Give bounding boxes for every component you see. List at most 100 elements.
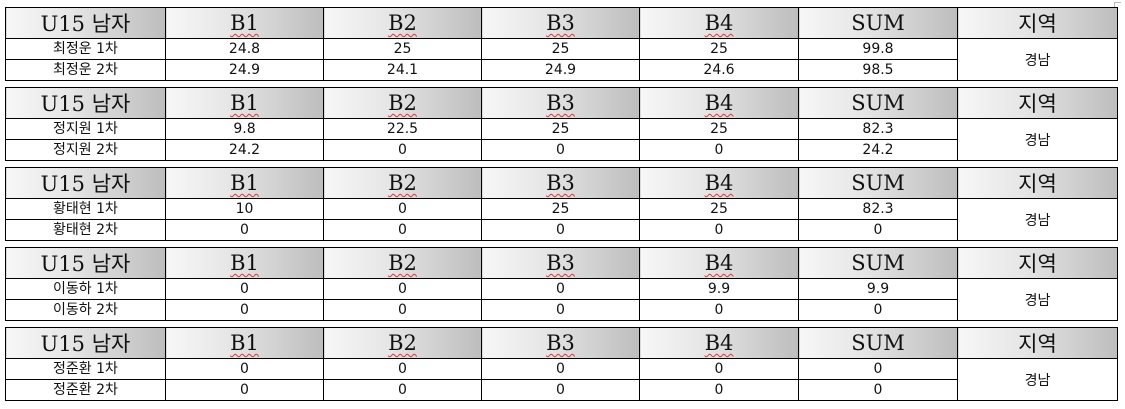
header-region-label: 지역	[1018, 92, 1057, 116]
header-b1: B1	[165, 247, 324, 279]
cell-b4: 0	[639, 139, 799, 161]
header-b2: B2	[323, 327, 482, 359]
score-table: U15 남자 B1 B2 B3 B4 SUM 지역 정지원 1차 9.8 22.5 25 25 82.3…	[5, 87, 1118, 161]
cell-b4: 25	[639, 198, 799, 220]
header-region-label: 지역	[1018, 172, 1057, 196]
header-row: U15 남자 B1 B2 B3 B4 SUM 지역	[5, 327, 1118, 359]
cell-region: 경남	[957, 38, 1118, 81]
cell-b2: 0	[323, 219, 482, 241]
header-region: 지역	[957, 7, 1118, 39]
cell-name: 이동하 2차	[5, 299, 166, 321]
cell-sum: 0	[798, 379, 958, 401]
cell-b3: 0	[481, 139, 640, 161]
cell-region: 경남	[957, 278, 1118, 321]
header-b4: B4	[639, 167, 799, 199]
cell-name: 이동하 1차	[5, 278, 166, 300]
cell-b2: 0	[323, 198, 482, 220]
header-b1: B1	[165, 327, 324, 359]
header-b3: B3	[481, 327, 640, 359]
cell-b1: 10	[165, 198, 324, 220]
cell-name: 황태현 1차	[5, 198, 166, 220]
header-sum: SUM	[798, 247, 958, 279]
cell-name: 정준환 1차	[5, 358, 166, 380]
header-b4-label: B4	[704, 91, 734, 115]
header-b3: B3	[481, 247, 640, 279]
page-corner-mark	[1114, 2, 1121, 9]
cell-name: 정준환 2차	[5, 379, 166, 401]
cell-b2: 0	[323, 358, 482, 380]
header-b4-label: B4	[704, 171, 734, 195]
header-b4-label: B4	[704, 331, 734, 355]
table-row: 정지원 2차 24.2 0 0 0 24.2	[5, 139, 1118, 161]
cell-b2: 22.5	[323, 118, 482, 140]
cell-sum: 24.2	[798, 139, 958, 161]
header-b1: B1	[165, 7, 324, 39]
header-sum: SUM	[798, 327, 958, 359]
header-sum: SUM	[798, 7, 958, 39]
cell-b3: 0	[481, 358, 640, 380]
header-row: U15 남자 B1 B2 B3 B4 SUM 지역	[5, 7, 1118, 39]
cell-sum: 0	[798, 219, 958, 241]
header-b2: B2	[323, 87, 482, 119]
cell-b1: 0	[165, 278, 324, 300]
table-row: 이동하 1차 0 0 0 9.9 9.9 경남	[5, 278, 1118, 321]
cell-b3: 0	[481, 379, 640, 401]
cell-b3: 24.9	[481, 59, 640, 81]
cell-region: 경남	[957, 358, 1118, 401]
header-b2: B2	[323, 167, 482, 199]
cell-sum: 82.3	[798, 118, 958, 140]
cell-b2: 24.1	[323, 59, 482, 81]
cell-b4: 25	[639, 38, 799, 60]
header-sum-label: SUM	[851, 11, 905, 35]
header-category: U15 남자	[5, 87, 166, 119]
header-category: U15 남자	[5, 7, 166, 39]
header-region: 지역	[957, 87, 1118, 119]
header-b1: B1	[165, 87, 324, 119]
cell-b2: 25	[323, 38, 482, 60]
cell-sum: 98.5	[798, 59, 958, 81]
cell-b3: 0	[481, 299, 640, 321]
cell-sum: 99.8	[798, 38, 958, 60]
cell-sum: 82.3	[798, 198, 958, 220]
score-table: U15 남자 B1 B2 B3 B4 SUM 지역 이동하 1차 0 0 0 9.9 9.9 경남 이동하 …	[5, 247, 1118, 321]
cell-b1: 24.9	[165, 59, 324, 81]
header-region: 지역	[957, 167, 1118, 199]
header-b1: B1	[165, 167, 324, 199]
header-b2-label: B2	[388, 91, 417, 115]
cell-b3: 25	[481, 198, 640, 220]
header-b2-label: B2	[388, 171, 417, 195]
header-b3-label: B3	[546, 91, 575, 115]
cell-sum: 0	[798, 358, 958, 380]
cell-b4: 0	[639, 379, 799, 401]
header-region-label: 지역	[1018, 252, 1057, 276]
cell-b4: 0	[639, 358, 799, 380]
cell-b1: 0	[165, 358, 324, 380]
header-category-label: U15 남자	[40, 252, 131, 276]
header-b3-label: B3	[546, 331, 575, 355]
header-b3-label: B3	[546, 171, 575, 195]
header-region-label: 지역	[1018, 332, 1057, 356]
header-b3: B3	[481, 7, 640, 39]
header-category-label: U15 남자	[40, 172, 131, 196]
header-b1-label: B1	[230, 11, 259, 35]
cell-name: 정지원 1차	[5, 118, 166, 140]
cell-b4: 0	[639, 219, 799, 241]
cell-b3: 0	[481, 219, 640, 241]
table-row: 황태현 1차 10 0 25 25 82.3 경남	[5, 198, 1118, 241]
cell-b2: 0	[323, 299, 482, 321]
header-b1-label: B1	[230, 171, 259, 195]
header-category: U15 남자	[5, 167, 166, 199]
header-region: 지역	[957, 247, 1118, 279]
table-row: 정준환 2차 0 0 0 0 0	[5, 379, 1118, 401]
score-table: U15 남자 B1 B2 B3 B4 SUM 지역 정준환 1차 0 0 0 0 0 경남 정준환 2차 0 0…	[5, 327, 1118, 401]
header-b1-label: B1	[230, 331, 259, 355]
cell-name: 최정운 1차	[5, 38, 166, 60]
header-b1-label: B1	[230, 251, 259, 275]
header-b3: B3	[481, 87, 640, 119]
cell-b3: 25	[481, 38, 640, 60]
header-category: U15 남자	[5, 327, 166, 359]
header-b4-label: B4	[704, 11, 734, 35]
cell-b4: 9.9	[639, 278, 799, 300]
header-sum-label: SUM	[851, 251, 905, 275]
score-table: U15 남자 B1 B2 B3 B4 SUM 지역 황태현 1차 10 0 25 25 82.3 경남 황태…	[5, 167, 1118, 241]
